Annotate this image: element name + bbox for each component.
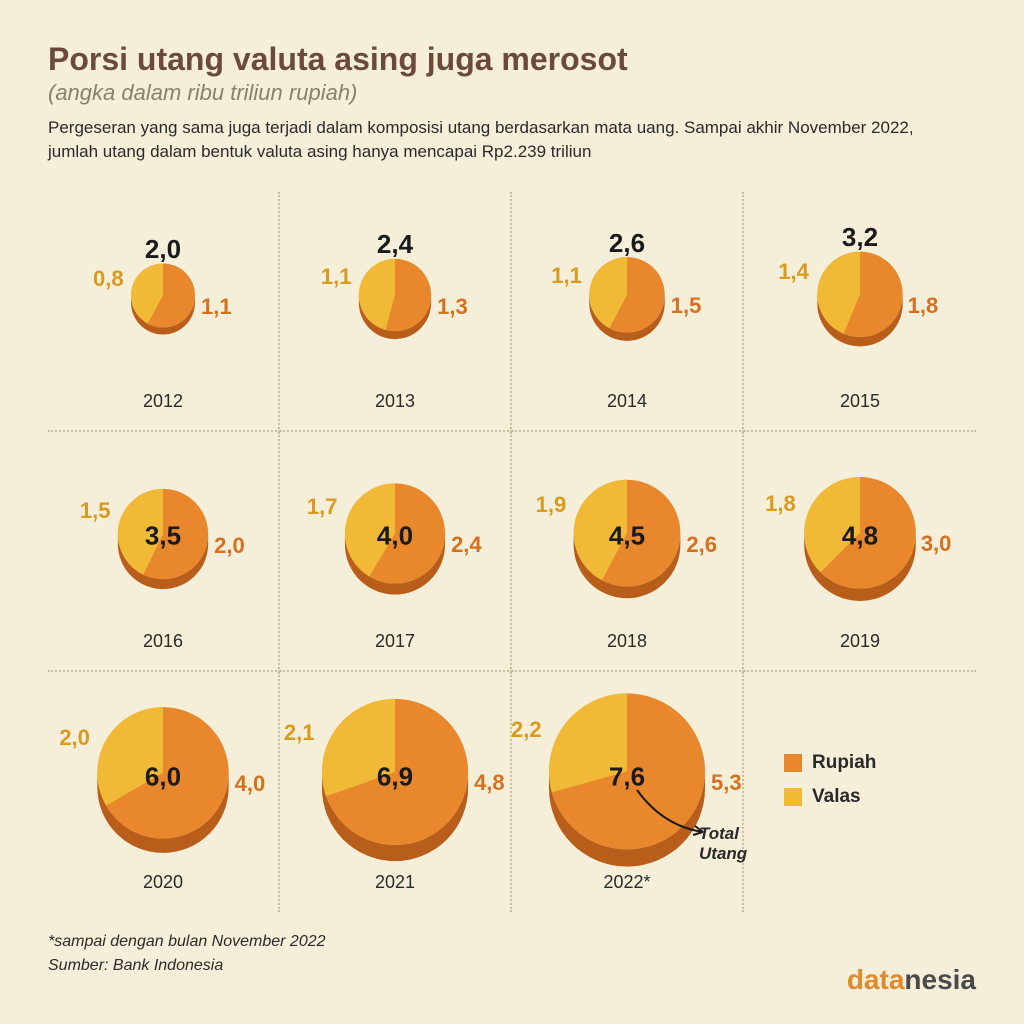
- chart-cell: 4,5 1,9 2,6 2018: [512, 432, 744, 672]
- value-total: 3,2: [842, 222, 878, 253]
- value-valas: 1,8: [765, 491, 796, 517]
- value-rupiah: 2,4: [451, 532, 482, 558]
- pie-wrap: 6,9 2,1 4,8: [280, 690, 510, 870]
- value-valas: 1,4: [778, 259, 809, 285]
- value-valas: 2,0: [59, 725, 90, 751]
- chart-cell: 4,0 1,7 2,4 2017: [280, 432, 512, 672]
- pie-wrap: 4,5 1,9 2,6: [512, 449, 742, 629]
- footnote-note: *sampai dengan bulan November 2022: [48, 930, 976, 954]
- legend-label: Rupiah: [812, 752, 876, 774]
- value-rupiah: 2,0: [214, 533, 245, 559]
- footnote-source: Sumber: Bank Indonesia: [48, 954, 976, 978]
- value-valas: 2,2: [511, 717, 542, 743]
- value-rupiah: 4,8: [474, 770, 505, 796]
- chart-cell: 3,2 1,4 1,8 2015: [744, 192, 976, 432]
- value-rupiah: 1,3: [437, 294, 468, 320]
- value-valas: 1,1: [321, 264, 352, 290]
- pie-wrap: 7,62,25,3 Total Utang: [512, 690, 742, 870]
- chart-cell: 7,62,25,3 Total Utang2022*: [512, 672, 744, 912]
- year-label: 2021: [375, 872, 415, 893]
- year-label: 2018: [607, 631, 647, 652]
- value-rupiah: 4,0: [235, 771, 266, 797]
- chart-cell: 3,5 1,5 2,0 2016: [48, 432, 280, 672]
- year-label: 2014: [607, 391, 647, 412]
- year-label: 2013: [375, 391, 415, 412]
- year-label: 2020: [143, 872, 183, 893]
- chart-cell: 6,0 2,0 4,0 2020: [48, 672, 280, 912]
- legend-swatch: [784, 754, 802, 772]
- value-valas: 1,7: [307, 494, 338, 520]
- legend-item: Rupiah: [784, 752, 876, 774]
- logo-part-b: nesia: [904, 964, 976, 995]
- value-rupiah: 1,1: [201, 294, 232, 320]
- legend-label: Valas: [812, 786, 861, 808]
- value-valas: 0,8: [93, 266, 124, 292]
- value-valas: 1,9: [536, 492, 567, 518]
- year-label: 2022*: [603, 872, 650, 893]
- page-title: Porsi utang valuta asing juga merosot: [48, 40, 976, 78]
- value-total: 3,5: [145, 521, 181, 552]
- value-rupiah: 2,6: [686, 532, 717, 558]
- legend-item: Valas: [784, 786, 876, 808]
- value-total: 4,0: [377, 521, 413, 552]
- value-total: 2,0: [145, 234, 181, 265]
- year-label: 2012: [143, 391, 183, 412]
- value-rupiah: 3,0: [921, 531, 952, 557]
- chart-cell: Rupiah Valas: [744, 672, 976, 912]
- chart-cell: 4,8 1,8 3,0 2019: [744, 432, 976, 672]
- value-valas: 1,1: [551, 263, 582, 289]
- page-description: Pergeseran yang sama juga terjadi dalam …: [48, 116, 928, 164]
- value-valas: 1,5: [80, 498, 111, 524]
- value-rupiah: 1,8: [908, 293, 939, 319]
- pie-wrap: 2,4 1,1 1,3: [280, 209, 510, 389]
- pie-wrap: 3,5 1,5 2,0: [48, 449, 278, 629]
- page-subtitle: (angka dalam ribu triliun rupiah): [48, 80, 976, 106]
- pie-wrap: 3,2 1,4 1,8: [744, 209, 976, 389]
- value-total: 2,6: [609, 228, 645, 259]
- chart-cell: 2,4 1,1 1,3 2013: [280, 192, 512, 432]
- legend-swatch: [784, 788, 802, 806]
- year-label: 2015: [840, 391, 880, 412]
- chart-cell: 2,0 0,8 1,1 2012: [48, 192, 280, 432]
- value-total: 4,8: [842, 521, 878, 552]
- legend: Rupiah Valas: [784, 752, 876, 808]
- year-label: 2019: [840, 631, 880, 652]
- pie-wrap: 4,8 1,8 3,0: [744, 449, 976, 629]
- pie-wrap: 6,0 2,0 4,0: [48, 690, 278, 870]
- value-total: 6,0: [145, 762, 181, 793]
- brand-logo: datanesia: [847, 964, 976, 996]
- value-valas: 2,1: [284, 720, 315, 746]
- chart-cell: 2,6 1,1 1,5 2014: [512, 192, 744, 432]
- annotation-label: Total Utang: [699, 824, 747, 864]
- pie-wrap: 2,0 0,8 1,1: [48, 209, 278, 389]
- value-total: 6,9: [377, 762, 413, 793]
- value-total: 2,4: [377, 229, 413, 260]
- year-label: 2017: [375, 631, 415, 652]
- value-rupiah: 1,5: [671, 293, 702, 319]
- value-total: 4,5: [609, 521, 645, 552]
- logo-part-a: data: [847, 964, 905, 995]
- header: Porsi utang valuta asing juga merosot (a…: [48, 40, 976, 164]
- footnote: *sampai dengan bulan November 2022 Sumbe…: [48, 930, 976, 978]
- pie-wrap: 2,6 1,1 1,5: [512, 209, 742, 389]
- chart-cell: 6,9 2,1 4,8 2021: [280, 672, 512, 912]
- pie-grid: 2,0 0,8 1,1 2012 2,4 1,1 1,3 2013 2,6 1,1 1,5 2014 3…: [48, 192, 976, 912]
- year-label: 2016: [143, 631, 183, 652]
- pie-wrap: 4,0 1,7 2,4: [280, 449, 510, 629]
